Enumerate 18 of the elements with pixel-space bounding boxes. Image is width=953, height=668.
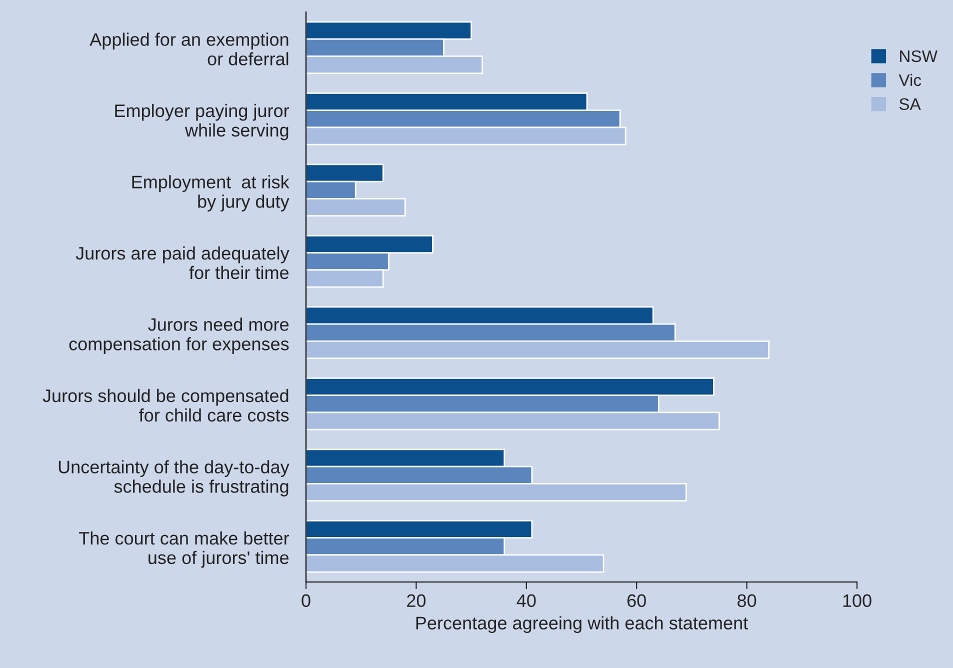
y-tick-label: Jurors should be compensated for child care costs xyxy=(42,388,289,422)
legend-label: NSW xyxy=(900,50,938,62)
x-tick-label: 100 xyxy=(843,594,872,608)
y-tick-label: Employment at risk by jury duty xyxy=(132,175,290,212)
x-tick-label: 20 xyxy=(407,594,426,608)
y-tick-label: Jurors need more compensation for expenses xyxy=(69,318,289,354)
x-tick-label: 80 xyxy=(738,594,756,608)
x-tick-label: 0 xyxy=(302,594,310,608)
y-tick-label: Applied for an exemption or deferral xyxy=(90,32,288,66)
y-tick-label: Uncertainty of the day-to-day schedule is frustrating xyxy=(58,460,290,496)
x-tick-label: 40 xyxy=(516,594,536,608)
x-axis-title: Percentage agreeing with each statement xyxy=(416,616,748,634)
legend-label: SA xyxy=(899,98,921,110)
legend-label: Vic xyxy=(898,74,922,86)
y-tick-label: Jurors are paid adequately for their time xyxy=(76,246,290,280)
y-tick-label: The court can make better use of jurors' time xyxy=(79,531,290,568)
y-tick-label: Employer paying juror while serving xyxy=(115,104,290,140)
x-tick-label: 60 xyxy=(627,594,646,608)
